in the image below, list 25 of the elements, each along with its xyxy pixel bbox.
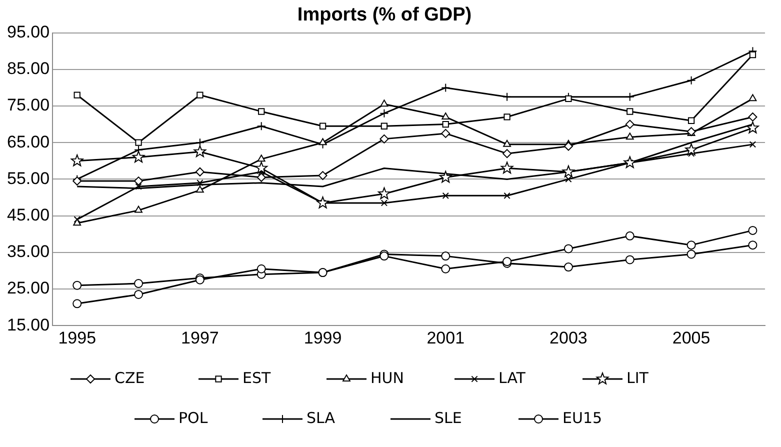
y-tick-label: 65.00	[6, 132, 50, 152]
y-tick-label: 85.00	[6, 59, 50, 78]
legend-label: EU15	[562, 408, 602, 427]
x-tick-label: 1995	[58, 328, 96, 348]
chart-title: Imports (% of GDP)	[297, 4, 472, 26]
legend-label: POL	[178, 408, 208, 427]
y-tick-label: 45.00	[6, 205, 50, 224]
y-tick-label: 75.00	[6, 96, 50, 115]
x-tick-label: 2001	[426, 328, 465, 348]
y-tick-label: 25.00	[6, 278, 50, 298]
legend-label: CZE	[114, 368, 145, 387]
legend-label: SLE	[434, 408, 462, 427]
x-tick-label: 1999	[304, 328, 342, 348]
x-tick-label: 2003	[550, 328, 588, 348]
legend-label: HUN	[370, 368, 404, 387]
legend-label: SLA	[306, 408, 336, 427]
y-tick-label: 95.00	[6, 22, 50, 42]
y-tick-label: 15.00	[6, 315, 50, 334]
legend-label: EST	[242, 368, 272, 387]
x-tick-label: 2005	[672, 328, 710, 348]
y-tick-label: 35.00	[6, 242, 50, 262]
legend-label: LIT	[626, 368, 650, 387]
legend-label: LAT	[498, 368, 526, 387]
x-tick-label: 1997	[181, 328, 219, 348]
y-tick-label: 55.00	[6, 168, 50, 188]
